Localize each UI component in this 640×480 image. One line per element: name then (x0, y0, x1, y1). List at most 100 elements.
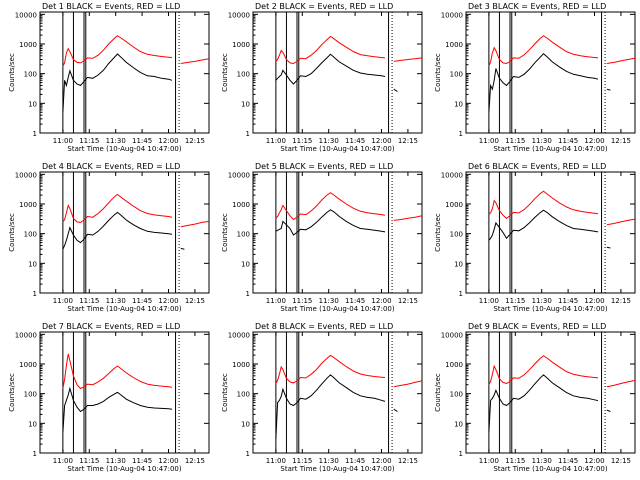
y-axis-label: Counts/sec (8, 213, 16, 252)
y-tick-label: 1000 (19, 201, 37, 209)
x-axis-label: Start Time (10-Aug-04 10:47:00) (67, 305, 181, 313)
y-tick-label: 10 (241, 420, 250, 428)
plot-frame (39, 171, 210, 294)
x-tick-label: 12:00 (158, 137, 178, 145)
x-tick-label: 11:30 (319, 457, 339, 465)
lld-rate-series (393, 215, 423, 221)
panel-title: Det 9 BLACK = Events, RED = LLD (468, 322, 606, 331)
y-tick-label: 100 (237, 71, 250, 79)
y-tick-label: 1000 (232, 201, 250, 209)
y-axis-label: Counts/sec (221, 213, 229, 252)
events-rate-series (606, 246, 611, 249)
lld-rate-series (275, 35, 386, 65)
x-axis-label: Start Time (10-Aug-04 10:47:00) (67, 465, 181, 473)
x-tick-label: 11:45 (132, 137, 152, 145)
lld-rate-series (393, 57, 423, 62)
x-tick-label: 12:15 (611, 457, 631, 465)
events-rate-series (62, 53, 173, 113)
lld-rate-series (62, 353, 173, 390)
lld-rate-series (606, 379, 636, 388)
plot-frame (465, 11, 636, 134)
lld-rate-series (488, 35, 599, 67)
x-tick-label: 11:45 (345, 457, 365, 465)
y-axis-label: Counts/sec (221, 53, 229, 92)
y-tick-label: 10 (28, 100, 37, 108)
x-axis-label: Start Time (10-Aug-04 10:47:00) (493, 305, 607, 313)
panel-det-4: Det 4 BLACK = Events, RED = LLD 1 10 100 100… (8, 162, 210, 313)
events-rate-series (606, 409, 611, 412)
y-tick-label: 10 (454, 100, 463, 108)
x-tick-label: 12:15 (398, 297, 418, 305)
x-tick-label: 12:00 (584, 297, 604, 305)
x-tick-label: 11:00 (266, 457, 286, 465)
x-tick-label: 11:00 (53, 457, 73, 465)
events-rate-series (393, 408, 398, 412)
y-tick-label: 1000 (445, 201, 463, 209)
panel-title: Det 1 BLACK = Events, RED = LLD (42, 2, 180, 11)
x-tick-label: 11:00 (479, 297, 499, 305)
x-tick-label: 12:15 (398, 457, 418, 465)
panel-det-2: Det 2 BLACK = Events, RED = LLD 1 10 100 100… (221, 2, 423, 153)
x-axis-label: Start Time (10-Aug-04 10:47:00) (280, 305, 394, 313)
x-tick-label: 11:30 (532, 457, 552, 465)
panel-title: Det 7 BLACK = Events, RED = LLD (42, 322, 180, 331)
x-tick-label: 11:45 (132, 457, 152, 465)
y-tick-label: 10000 (441, 11, 463, 19)
x-tick-label: 11:30 (106, 137, 126, 145)
lld-rate-series (180, 58, 210, 64)
events-rate-series (275, 374, 386, 439)
y-tick-label: 1 (33, 130, 37, 138)
x-tick-label: 11:00 (479, 137, 499, 145)
y-tick-label: 10000 (15, 331, 37, 339)
y-tick-label: 100 (450, 71, 463, 79)
x-tick-label: 12:00 (584, 137, 604, 145)
x-tick-label: 11:15 (292, 297, 312, 305)
panel-title: Det 2 BLACK = Events, RED = LLD (255, 2, 393, 11)
y-tick-label: 10 (241, 260, 250, 268)
lld-rate-series (275, 354, 386, 384)
x-tick-label: 11:45 (558, 457, 578, 465)
y-tick-label: 10000 (228, 11, 250, 19)
x-tick-label: 11:00 (266, 137, 286, 145)
panel-det-9: Det 9 BLACK = Events, RED = LLD 1 10 100 100… (434, 322, 636, 473)
panel-det-8: Det 8 BLACK = Events, RED = LLD 1 10 100 100… (221, 322, 423, 473)
x-tick-label: 11:15 (79, 137, 99, 145)
y-tick-label: 1 (33, 450, 37, 458)
y-tick-label: 10 (28, 420, 37, 428)
x-tick-label: 12:15 (185, 137, 205, 145)
y-tick-label: 1000 (19, 41, 37, 49)
panel-title: Det 4 BLACK = Events, RED = LLD (42, 162, 180, 171)
x-tick-label: 11:30 (319, 297, 339, 305)
y-tick-label: 10 (241, 100, 250, 108)
y-tick-label: 100 (450, 391, 463, 399)
lld-rate-series (275, 192, 386, 221)
plot-frame (252, 331, 423, 454)
lld-rate-series (62, 193, 173, 223)
plot-frame (39, 11, 210, 134)
x-tick-label: 11:30 (532, 137, 552, 145)
x-tick-label: 11:45 (558, 297, 578, 305)
events-rate-series (488, 53, 599, 113)
events-rate-series (62, 211, 173, 250)
x-tick-label: 11:15 (79, 297, 99, 305)
panel-det-5: Det 5 BLACK = Events, RED = LLD 1 10 100 100… (221, 162, 423, 313)
events-rate-series (180, 247, 185, 250)
y-tick-label: 1 (246, 130, 250, 138)
x-tick-label: 11:45 (558, 137, 578, 145)
y-axis-label: Counts/sec (434, 373, 442, 412)
x-tick-label: 11:30 (106, 457, 126, 465)
x-axis-label: Start Time (10-Aug-04 10:47:00) (67, 145, 181, 153)
y-tick-label: 10 (28, 260, 37, 268)
panel-title: Det 6 BLACK = Events, RED = LLD (468, 162, 606, 171)
x-tick-label: 11:45 (345, 137, 365, 145)
y-tick-label: 10000 (441, 331, 463, 339)
panel-det-7: Det 7 BLACK = Events, RED = LLD 1 10 100 100… (8, 322, 210, 473)
x-tick-label: 11:45 (132, 297, 152, 305)
x-tick-label: 11:15 (79, 457, 99, 465)
panel-title: Det 8 BLACK = Events, RED = LLD (255, 322, 393, 331)
y-axis-label: Counts/sec (221, 373, 229, 412)
panel-det-6: Det 6 BLACK = Events, RED = LLD 1 10 100 100… (434, 162, 636, 313)
x-tick-label: 11:45 (345, 297, 365, 305)
y-tick-label: 100 (24, 391, 37, 399)
